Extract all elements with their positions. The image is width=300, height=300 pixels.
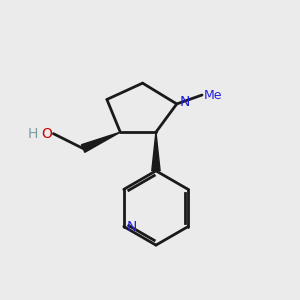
Polygon shape bbox=[152, 132, 160, 171]
Text: H: H bbox=[28, 127, 38, 141]
Text: N: N bbox=[126, 220, 136, 233]
Text: O: O bbox=[41, 127, 52, 141]
Polygon shape bbox=[81, 132, 120, 152]
Text: Me: Me bbox=[204, 88, 223, 101]
Text: N: N bbox=[180, 94, 190, 109]
